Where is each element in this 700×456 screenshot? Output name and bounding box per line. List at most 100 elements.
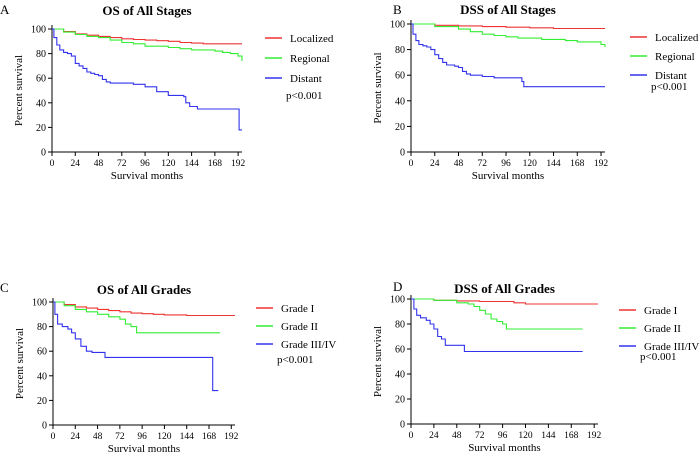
x-tick-label: 120: [518, 431, 533, 441]
chart-panel-c: C OS of All Grades 0 20 40 60 80 100 0 24 48 72 96 12…: [0, 280, 336, 455]
x-tick-label: 24: [71, 432, 81, 442]
x-tick-label: 192: [594, 159, 609, 169]
y-tick-label: 40: [395, 96, 405, 107]
chart-panel-d: D DSS of All Grades 0 20 40 60 80 100 0 24 48 72 96 1…: [372, 279, 699, 454]
y-tick-label: 100: [31, 25, 46, 36]
x-axis-label: Survival months: [468, 442, 540, 454]
x-tick-label: 168: [208, 159, 223, 169]
x-tick-label: 0: [409, 159, 414, 169]
panel-label: C: [0, 280, 9, 295]
y-tick-label: 100: [32, 298, 47, 309]
x-tick-label: 168: [570, 159, 585, 169]
y-tick-label: 100: [390, 295, 405, 306]
p-value-annotation: p<0.001: [651, 81, 687, 93]
x-axis-label: Survival months: [111, 170, 183, 182]
series-line-grade-ii: [53, 301, 221, 334]
legend-label: Grade I: [281, 303, 315, 315]
x-tick-label: 120: [523, 159, 538, 169]
legend-label: Grade III/IV: [644, 341, 699, 353]
series-line-distant: [52, 28, 242, 131]
x-tick-label: 192: [587, 431, 602, 441]
y-tick-label: 20: [395, 122, 405, 133]
y-axis-label: Percent survival: [372, 326, 384, 397]
x-tick-label: 0: [51, 432, 56, 442]
x-tick-label: 48: [93, 432, 103, 442]
x-tick-label: 72: [478, 159, 488, 169]
x-tick-label: 72: [475, 431, 485, 441]
y-axis-label: Percent survival: [372, 52, 384, 123]
x-tick-label: 96: [498, 431, 508, 441]
y-tick-label: 0: [42, 421, 47, 432]
x-tick-label: 144: [541, 431, 556, 441]
y-axis-label: Percent survival: [14, 328, 26, 399]
y-axis-label: Percent survival: [13, 55, 25, 126]
x-tick-label: 48: [454, 159, 464, 169]
legend-label: Grade I: [644, 305, 678, 317]
series-line-grade-i: [53, 301, 235, 317]
legend-label: Distant: [290, 73, 322, 85]
x-tick-label: 96: [140, 159, 150, 169]
y-tick-label: 40: [395, 370, 405, 381]
x-axis-label: Survival months: [108, 443, 180, 455]
legend-label: Grade III/IV: [281, 339, 336, 351]
x-tick-label: 0: [409, 431, 414, 441]
x-tick-label: 144: [546, 159, 561, 169]
x-tick-label: 96: [501, 159, 511, 169]
series-line-localized: [52, 28, 242, 45]
chart-title: OS of All Grades: [97, 282, 191, 297]
x-tick-label: 120: [161, 159, 176, 169]
x-tick-label: 168: [564, 431, 579, 441]
series-line-localized: [411, 23, 605, 30]
legend-label: Grade II: [281, 321, 318, 333]
y-tick-label: 80: [37, 322, 47, 333]
x-tick-label: 120: [157, 432, 172, 442]
x-tick-label: 144: [180, 432, 195, 442]
x-tick-label: 0: [50, 159, 55, 169]
x-tick-label: 24: [430, 159, 440, 169]
y-tick-label: 60: [395, 345, 405, 356]
chart-title: OS of All Stages: [102, 3, 191, 18]
y-tick-label: 100: [390, 20, 405, 31]
y-tick-label: 60: [395, 71, 405, 82]
legend-label: Regional: [655, 51, 695, 63]
series-line-regional: [411, 23, 606, 47]
legend-label: Distant: [655, 70, 687, 82]
p-value-annotation: p<0.001: [640, 351, 676, 363]
x-tick-label: 96: [137, 432, 147, 442]
series-line-grade-ii: [411, 298, 583, 330]
y-tick-label: 0: [41, 148, 46, 159]
x-tick-label: 192: [224, 432, 239, 442]
y-tick-label: 80: [395, 45, 405, 56]
legend-label: Regional: [290, 53, 330, 65]
x-tick-label: 168: [202, 432, 217, 442]
y-tick-label: 60: [36, 74, 46, 85]
panel-label: A: [0, 2, 10, 17]
chart-panel-b: B DSS of All Stages 0 20 40 60 80 100 0 24 48 72 96 1…: [372, 2, 699, 182]
series-line-grade-iii-iv: [411, 298, 583, 353]
panel-label: B: [393, 2, 402, 17]
chart-title: DSS of All Stages: [460, 2, 556, 17]
y-tick-label: 40: [36, 98, 46, 109]
x-axis-label: Survival months: [472, 170, 544, 182]
y-tick-label: 20: [36, 123, 46, 134]
series-line-distant: [411, 23, 605, 88]
x-tick-label: 24: [429, 431, 439, 441]
y-tick-label: 40: [37, 371, 47, 382]
panel-label: D: [393, 279, 402, 294]
chart-panel-a: A OS of All Stages 0 20 40 60 80 100 0 24 48 72 96 12…: [0, 2, 334, 182]
series-line-grade-iii-iv: [53, 301, 219, 392]
y-tick-label: 20: [395, 395, 405, 406]
y-tick-label: 0: [400, 420, 405, 431]
x-tick-label: 144: [184, 159, 199, 169]
y-tick-label: 20: [37, 396, 47, 407]
y-tick-label: 80: [395, 320, 405, 331]
y-tick-label: 60: [37, 347, 47, 358]
chart-title: DSS of All Grades: [454, 281, 555, 296]
legend-label: Localized: [655, 32, 699, 44]
p-value-annotation: p<0.001: [286, 90, 322, 102]
x-tick-label: 192: [231, 159, 246, 169]
series-line-regional: [52, 28, 243, 61]
x-tick-label: 48: [452, 431, 462, 441]
legend-label: Localized: [290, 33, 334, 45]
